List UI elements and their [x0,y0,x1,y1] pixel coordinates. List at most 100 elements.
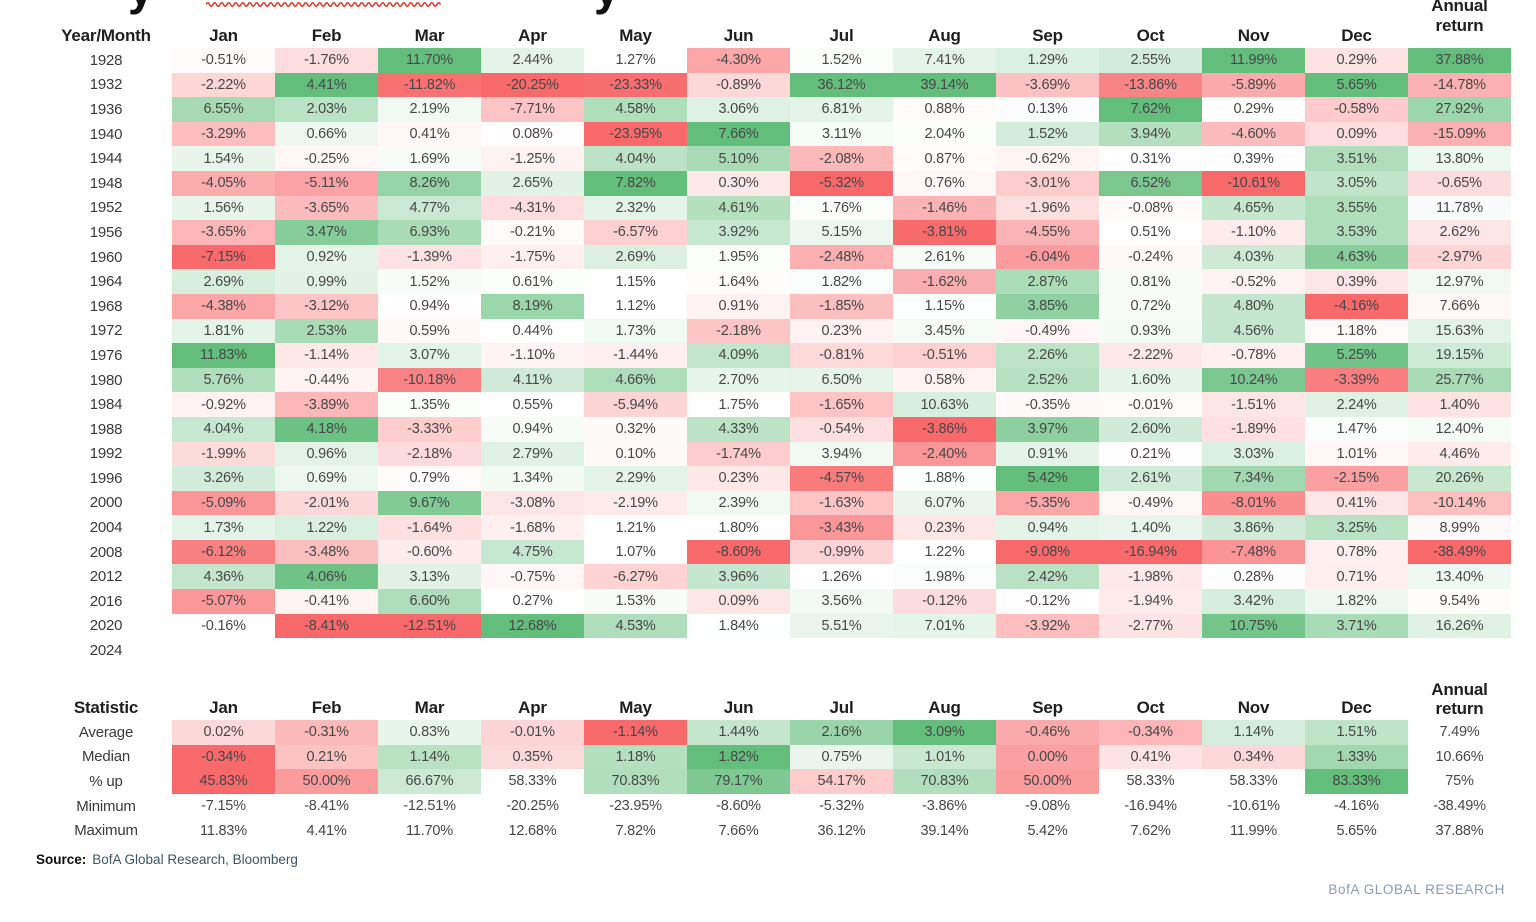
source-text: BofA Global Research, Bloomberg [92,852,298,867]
year-label: 1936 [89,100,123,118]
heatmap-cell: 4.03% [1202,244,1305,270]
annual-return-cell: 16.26% [1408,613,1511,639]
heatmap-cell: 1.82% [790,269,893,294]
stat-heatmap-cell: 1.14% [378,744,481,770]
heatmap-cell: -11.82% [378,72,481,98]
month-header: May [619,698,652,717]
monthly-returns-heatmap-table: Year/Month Jan Feb Mar Apr May Jun Jul Aug Sep Oct… [0,0,1511,663]
heatmap-cell: 2.61% [893,244,996,270]
stat-heatmap-cell: 79.17% [687,769,790,794]
stat-cell: 5.42% [1027,822,1068,839]
heatmap-cell: -3.39% [1305,367,1408,393]
stat-cell: 5.65% [1336,822,1377,839]
heatmap-cell: 0.71% [1305,564,1408,590]
stat-cell: -16.94% [1124,798,1177,815]
stat-heatmap-cell: -0.31% [275,720,378,745]
heatmap-cell: -8.41% [275,613,378,639]
heatmap-cell: 2.29% [584,466,687,491]
heatmap-cell: 1.21% [584,515,687,540]
month-header: Dec [1341,26,1372,45]
heatmap-cell: 7.34% [1202,466,1305,491]
heatmap-cell: -0.78% [1202,343,1305,368]
heatmap-cell: 2.24% [1305,392,1408,417]
heatmap-cell: -0.41% [275,589,378,614]
annual-return-cell: -10.14% [1408,490,1511,516]
annual-return-cell: -15.09% [1408,121,1511,147]
month-header: Jun [723,26,754,45]
heatmap-cell: -1.10% [481,343,584,368]
month-header: Sep [1032,26,1063,45]
heatmap-cell: 4.11% [481,367,584,393]
heatmap-cell: 0.44% [481,318,584,344]
heatmap-cell: -0.44% [275,367,378,393]
heatmap-cell: -0.08% [1099,195,1202,221]
heatmap-cell: -1.44% [584,343,687,368]
heatmap-cell: 6.81% [790,97,893,122]
heatmap-cell: 10.75% [1202,613,1305,639]
heatmap-cell: 5.10% [687,146,790,171]
heatmap-cell: 2.04% [893,121,996,147]
heatmap-cell: 3.97% [996,416,1099,442]
heatmap-cell: 6.60% [378,589,481,614]
heatmap-cell: 0.41% [378,121,481,147]
heatmap-cell: 1.98% [893,564,996,590]
heatmap-cell: -1.46% [893,195,996,221]
heatmap-cell: -5.09% [172,490,275,516]
source-line: Source: BofA Global Research, Bloomberg [36,852,298,867]
heatmap-cell: -4.30% [687,48,790,73]
heatmap-cell: -8.60% [687,539,790,565]
heatmap-cell: -2.08% [790,146,893,171]
heatmap-cell: 3.26% [172,466,275,491]
annual-return-cell: -14.78% [1408,72,1511,98]
stat-heatmap-cell: 1.01% [893,744,996,770]
heatmap-cell: 2.52% [996,367,1099,393]
heatmap-cell: 1.54% [172,146,275,171]
heatmap-cell: 0.29% [1305,48,1408,73]
statistic-header: Statistic [73,698,139,717]
annual-return-cell: 1.40% [1408,392,1511,417]
heatmap-cell: 4.58% [584,97,687,122]
year-label: 1988 [89,420,123,438]
stat-heatmap-cell: 50.00% [996,769,1099,794]
heatmap-cell: 4.66% [584,367,687,393]
stat-heatmap-cell: -0.46% [996,720,1099,745]
heatmap-cell: 1.73% [584,318,687,344]
stat-heatmap-cell: 0.41% [1099,744,1202,770]
brand-text: BofA GLOBAL RESEARCH [1328,882,1505,897]
heatmap-cell: 0.09% [687,589,790,614]
heatmap-cell: 39.14% [893,72,996,98]
heatmap-cell: 1.75% [687,392,790,417]
heatmap-cell: 3.42% [1202,589,1305,614]
heatmap-cell: 5.15% [790,220,893,245]
stat-heatmap-cell: 70.83% [893,769,996,794]
heatmap-cell: 4.77% [378,195,481,221]
heatmap-cell: 3.94% [1099,121,1202,147]
stat-cell: 36.12% [817,822,866,839]
heatmap-cell: 4.18% [275,416,378,442]
heatmap-cell: 5.65% [1305,72,1408,98]
heatmap-cell: 1.82% [1305,589,1408,614]
heatmap-cell: -4.38% [172,293,275,319]
heatmap-cell: 3.07% [378,343,481,368]
heatmap-cell: 0.87% [893,146,996,171]
heatmap-cell: -0.16% [172,613,275,639]
heatmap-cell: -4.05% [172,170,275,196]
year-label: 1996 [89,469,123,487]
heatmap-cell: 4.04% [584,146,687,171]
heatmap-cell: 36.12% [790,72,893,98]
annual-return-cell: 37.88% [1408,48,1511,73]
year-month-header: Year/Month [61,26,151,45]
heatmap-cell: -1.63% [790,490,893,516]
heatmap-cell: 0.10% [584,441,687,467]
heatmap-cell: -0.92% [172,392,275,417]
year-label: 1940 [89,125,123,143]
heatmap-cell: -0.21% [481,220,584,245]
stat-cell: 39.14% [920,822,969,839]
heatmap-cell: 3.55% [1305,195,1408,221]
heatmap-cell [172,638,275,663]
year-label: 2020 [89,617,123,635]
month-header: Jul [829,26,854,45]
heatmap-cell: 7.41% [893,48,996,73]
month-header: Apr [518,26,547,45]
